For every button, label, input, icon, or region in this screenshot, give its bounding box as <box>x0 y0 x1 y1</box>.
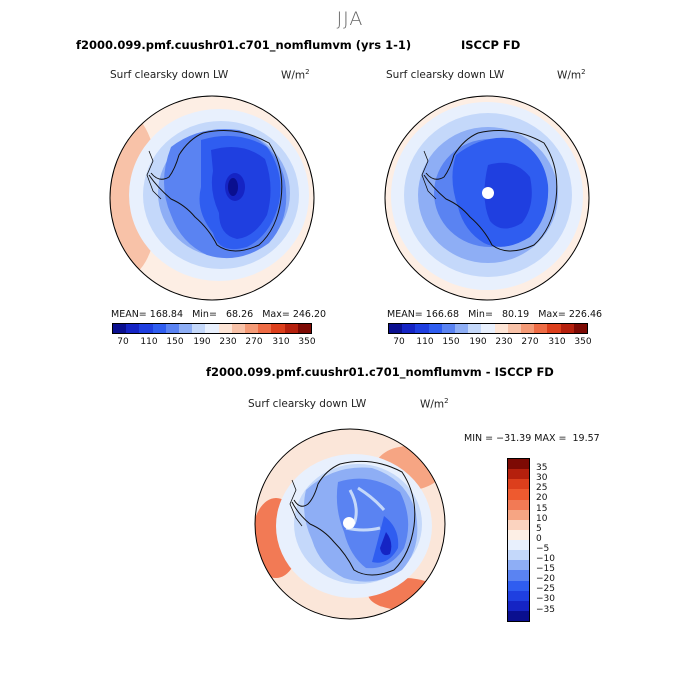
colorbar-swatch <box>297 324 312 333</box>
colorbar-tick: 230 <box>219 337 237 347</box>
left-units-label: W/m2 <box>281 68 310 82</box>
colorbar-swatch <box>507 324 522 333</box>
right-panel-title: ISCCP FD <box>461 38 521 52</box>
season-title: JJA <box>336 8 364 30</box>
diff-units-label: W/m2 <box>420 397 449 411</box>
colorbar-swatch <box>284 324 298 333</box>
colorbar-swatch <box>179 324 193 333</box>
colorbar-swatch <box>508 479 529 490</box>
colorbar-tick: 150 <box>166 337 184 347</box>
colorbar-swatch <box>468 324 482 333</box>
colorbar-tick: 350 <box>574 337 592 347</box>
colorbar-tick: 190 <box>469 337 487 347</box>
diff-panel-title: f2000.099.pmf.cuushr01.c701_nomflumvm - … <box>206 365 554 379</box>
right-variable-label: Surf clearsky down LW <box>386 69 505 81</box>
right-units-label: W/m2 <box>557 68 586 82</box>
colorbar-swatch <box>521 324 535 333</box>
colorbar-swatch <box>415 324 429 333</box>
colorbar-tick: −35 <box>536 605 555 615</box>
colorbar-swatch <box>508 469 529 480</box>
colorbar-swatch <box>508 509 529 520</box>
colorbar-swatch <box>508 550 529 561</box>
diff-minmax: MIN = −31.39 MAX = 19.57 <box>464 433 600 444</box>
colorbar-swatch <box>245 324 259 333</box>
colorbar-swatch <box>455 324 469 333</box>
colorbar-swatch <box>481 324 495 333</box>
colorbar-tick: 70 <box>393 337 405 347</box>
colorbar-tick: −5 <box>536 544 550 554</box>
colorbar-tick: 270 <box>245 337 263 347</box>
colorbar-tick: −10 <box>536 554 555 564</box>
colorbar-tick: 310 <box>272 337 290 347</box>
right-stats: MEAN= 166.68 Min= 80.19 Max= 226.46 <box>387 309 603 320</box>
left-stats: MEAN= 168.84 Min= 68.26 Max= 246.20 <box>111 309 327 320</box>
colorbar-swatch <box>165 324 180 333</box>
colorbar-swatch <box>271 324 285 333</box>
left-colorbar <box>112 323 312 334</box>
colorbar-tick: 20 <box>536 493 548 503</box>
colorbar-swatch <box>205 324 219 333</box>
colorbar-swatch <box>534 324 548 333</box>
colorbar-swatch <box>547 324 561 333</box>
colorbar-tick: −30 <box>536 594 555 604</box>
colorbar-tick: 35 <box>536 463 548 473</box>
colorbar-swatch <box>441 324 456 333</box>
colorbar-swatch <box>389 324 403 333</box>
colorbar-tick: 150 <box>442 337 460 347</box>
colorbar-swatch <box>508 600 529 611</box>
colorbar-swatch <box>218 324 232 333</box>
colorbar-tick: 5 <box>536 524 542 534</box>
colorbar-swatch <box>428 324 442 333</box>
colorbar-tick: 270 <box>521 337 539 347</box>
left-variable-label: Surf clearsky down LW <box>110 69 229 81</box>
colorbar-tick: 110 <box>140 337 158 347</box>
colorbar-tick: 230 <box>495 337 513 347</box>
colorbar-tick: 15 <box>536 504 548 514</box>
colorbar-swatch <box>508 540 529 551</box>
colorbar-tick: 310 <box>548 337 566 347</box>
colorbar-tick: 0 <box>536 534 542 544</box>
colorbar-swatch <box>494 324 508 333</box>
diff-colorbar <box>507 458 530 622</box>
colorbar-tick: 10 <box>536 514 548 524</box>
right-map <box>384 95 590 301</box>
colorbar-tick: 25 <box>536 483 548 493</box>
colorbar-swatch <box>508 570 529 581</box>
colorbar-swatch <box>508 560 529 571</box>
colorbar-swatch <box>508 489 529 500</box>
right-colorbar <box>388 323 588 334</box>
colorbar-swatch <box>508 610 529 621</box>
colorbar-tick: −15 <box>536 564 555 574</box>
colorbar-tick: 30 <box>536 473 548 483</box>
colorbar-tick: −20 <box>536 574 555 584</box>
colorbar-swatch <box>508 459 529 470</box>
colorbar-swatch <box>231 324 246 333</box>
colorbar-swatch <box>113 324 127 333</box>
colorbar-tick: 190 <box>193 337 211 347</box>
colorbar-swatch <box>139 324 153 333</box>
colorbar-swatch <box>192 324 206 333</box>
colorbar-swatch <box>152 324 166 333</box>
colorbar-swatch <box>508 590 529 601</box>
colorbar-swatch <box>508 499 529 510</box>
left-map <box>109 95 315 301</box>
diff-variable-label: Surf clearsky down LW <box>248 398 367 410</box>
left-panel-title: f2000.099.pmf.cuushr01.c701_nomflumvm (y… <box>76 38 412 52</box>
colorbar-swatch <box>258 324 272 333</box>
colorbar-swatch <box>402 324 416 333</box>
colorbar-tick: 70 <box>117 337 129 347</box>
colorbar-swatch <box>508 519 529 530</box>
colorbar-swatch <box>508 529 529 540</box>
colorbar-swatch <box>560 324 574 333</box>
colorbar-tick: −25 <box>536 584 555 594</box>
colorbar-tick: 110 <box>416 337 434 347</box>
colorbar-swatch <box>508 580 529 591</box>
diff-map <box>254 428 446 620</box>
colorbar-swatch <box>573 324 588 333</box>
colorbar-tick: 350 <box>298 337 316 347</box>
colorbar-swatch <box>126 324 140 333</box>
